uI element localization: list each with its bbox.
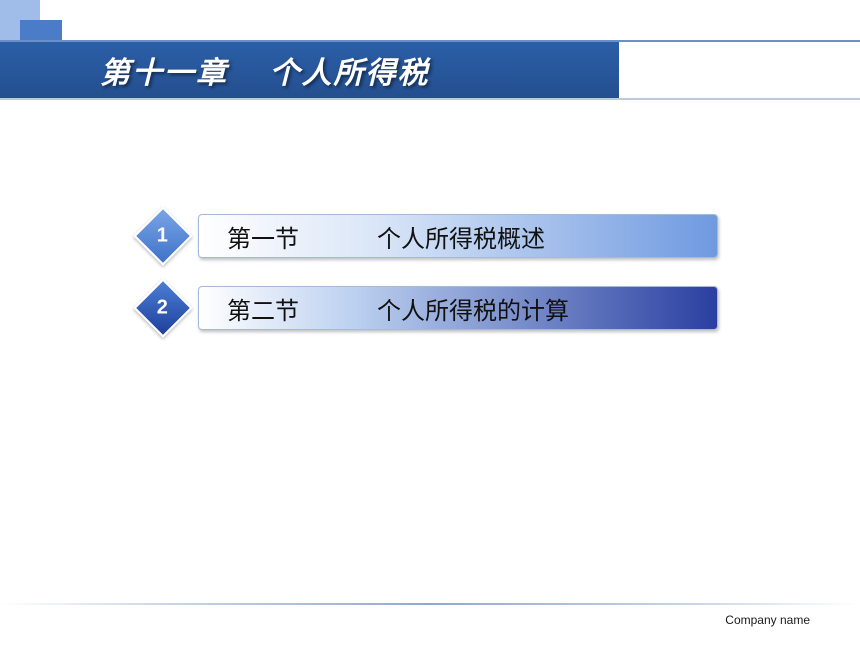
toc-list: 1 第一节 个人所得税概述 2 第二节 个人所得税的计算 — [130, 210, 730, 354]
toc-number-diamond: 2 — [133, 278, 192, 337]
page-title: 第十一章 个人所得税 — [100, 48, 430, 92]
toc-item: 2 第二节 个人所得税的计算 — [130, 282, 730, 334]
toc-item: 1 第一节 个人所得税概述 — [130, 210, 730, 262]
toc-bar: 第一节 个人所得税概述 — [198, 214, 718, 258]
header-line-bottom — [0, 98, 860, 100]
toc-number-diamond: 1 — [133, 206, 192, 265]
toc-section: 第二节 — [227, 291, 377, 326]
toc-label: 个人所得税概述 — [377, 219, 545, 254]
header-band: 第十一章 个人所得税 — [0, 40, 860, 100]
toc-number: 2 — [157, 297, 168, 320]
toc-bar: 第二节 个人所得税的计算 — [198, 286, 718, 330]
toc-number: 1 — [157, 225, 168, 248]
toc-label: 个人所得税的计算 — [377, 291, 569, 326]
toc-section: 第一节 — [227, 219, 377, 254]
footer-company: Company name — [725, 613, 810, 627]
header-main: 第十一章 个人所得税 — [0, 42, 619, 98]
footer-divider — [0, 603, 860, 605]
